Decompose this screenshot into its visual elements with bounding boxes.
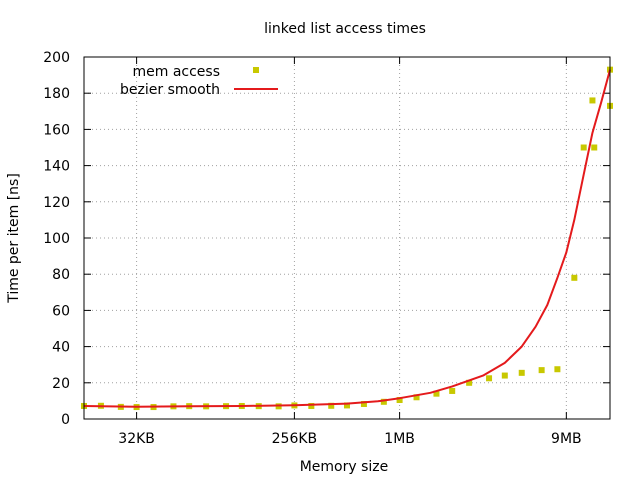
y-tick-label: 80 (52, 267, 70, 283)
plot-frame (83, 56, 611, 420)
data-point-mem-access (413, 394, 420, 401)
grid-lines (84, 57, 610, 419)
axis-ticks: 0 20 40 60 80 100 120 140 160 180 200 32KB 256KB 1MB 9… (43, 50, 610, 447)
y-tick-label: 100 (43, 231, 70, 247)
data-point-mem-access (571, 274, 578, 281)
data-point-mem-access (308, 402, 315, 409)
data-point-mem-access (328, 402, 335, 409)
series-line-bezier-smooth (83, 69, 611, 408)
y-axis-label: Time per item [ns] (6, 173, 22, 304)
x-tick-label: 9MB (551, 431, 582, 447)
data-point-mem-access (591, 144, 598, 151)
data-point-mem-access (538, 367, 545, 374)
y-tick-label: 120 (43, 195, 70, 211)
data-point-mem-access (449, 387, 456, 394)
y-tick-label: 140 (43, 159, 70, 175)
y-tick-label: 40 (52, 340, 70, 356)
legend-label-bezier-smooth: bezier smooth (120, 82, 220, 98)
data-point-mem-access (466, 379, 473, 386)
data-point-mem-access (501, 372, 508, 379)
x-axis-label: Memory size (300, 459, 389, 475)
data-point-mem-access (344, 402, 350, 409)
data-point-mem-access (360, 400, 367, 407)
series-layer (81, 66, 613, 411)
x-tick-label: 1MB (384, 431, 415, 447)
x-tick-label: 32KB (118, 431, 155, 447)
data-point-mem-access (396, 396, 403, 403)
chart-title: linked list access times (264, 21, 426, 37)
y-tick-label: 0 (61, 412, 70, 428)
legend: mem access bezier smooth (120, 64, 278, 98)
data-point-mem-access (486, 375, 493, 382)
data-point-mem-access (380, 398, 387, 405)
data-point-mem-access-extra (580, 144, 587, 151)
y-tick-label: 160 (43, 122, 70, 138)
y-tick-label: 200 (43, 50, 70, 66)
legend-swatch-mem-access (253, 67, 259, 73)
data-point-mem-access (433, 390, 440, 397)
data-point-mem-access (554, 366, 561, 373)
data-point-mem-access-extra (589, 97, 596, 104)
y-tick-label: 20 (52, 376, 70, 392)
x-tick-label: 256KB (272, 431, 318, 447)
legend-label-mem-access: mem access (132, 64, 220, 80)
y-tick-label: 180 (43, 86, 70, 102)
y-tick-label: 60 (52, 303, 70, 319)
data-point-mem-access (518, 369, 525, 376)
